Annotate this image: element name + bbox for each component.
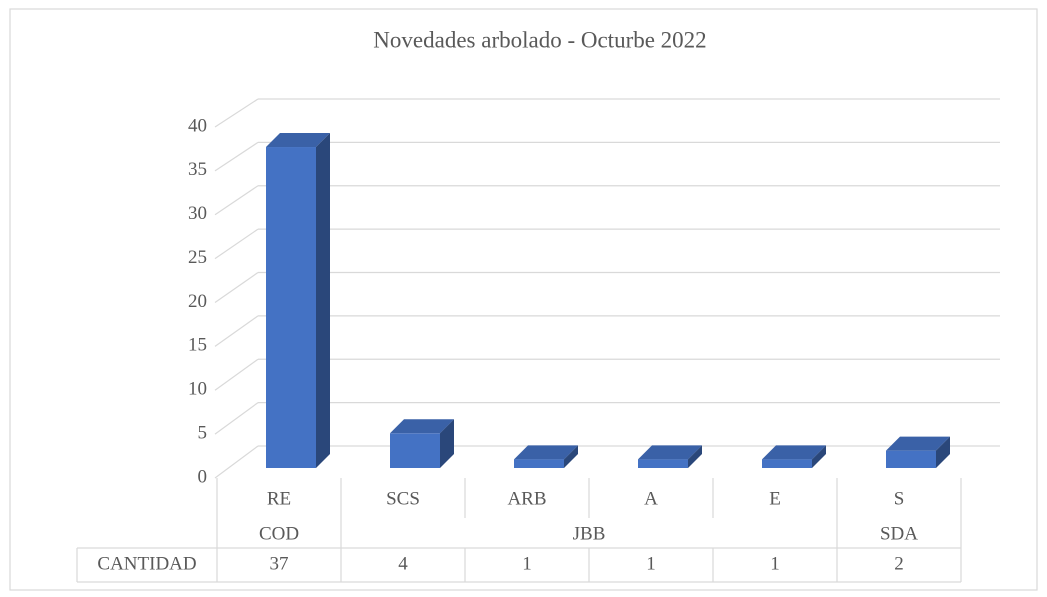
bar-side	[440, 419, 454, 468]
bar-front	[638, 459, 688, 468]
x-tick-label: E	[769, 488, 781, 509]
x-tick-label: SCS	[386, 488, 420, 509]
bar-side	[812, 445, 826, 468]
y-tick-label: 15	[188, 335, 207, 356]
bar-front	[266, 147, 316, 468]
grid-line-side	[214, 272, 259, 303]
y-tick-label: 10	[188, 379, 207, 400]
y-tick-label: 5	[198, 422, 208, 443]
bar-top	[762, 445, 826, 460]
grid-line-side	[214, 228, 259, 260]
chart-frame	[9, 8, 1038, 591]
bar-front	[390, 433, 440, 468]
bar-front	[762, 459, 812, 468]
grid-line-side	[214, 358, 259, 391]
bar-top	[514, 445, 578, 460]
x-tick-label: S	[894, 488, 905, 509]
group-label: COD	[259, 523, 299, 544]
bar-top	[886, 436, 950, 451]
grid-line-side	[214, 402, 259, 435]
bar-front	[514, 459, 564, 468]
y-tick-label: 30	[188, 203, 207, 224]
bar-top	[638, 445, 702, 460]
grid-line-side	[214, 445, 259, 479]
bar-top	[390, 419, 454, 434]
table-value: 1	[646, 553, 656, 574]
y-tick-label: 0	[198, 466, 208, 487]
bar-front	[886, 450, 936, 468]
bar-top	[266, 133, 330, 148]
x-tick-label: RE	[267, 488, 291, 509]
table-value: 2	[894, 553, 904, 574]
bar-side	[688, 445, 702, 468]
y-tick-label: 20	[188, 291, 207, 312]
y-tick-label: 35	[188, 159, 207, 180]
table-value: 37	[270, 553, 289, 574]
group-label: JBB	[573, 523, 606, 544]
group-label: SDA	[880, 523, 918, 544]
grid-line-side	[214, 98, 259, 128]
x-tick-label: ARB	[507, 488, 546, 509]
grid-line-side	[214, 185, 259, 216]
table-value: 1	[770, 553, 780, 574]
y-tick-label: 40	[188, 115, 207, 136]
grid-line-side	[214, 315, 259, 347]
bar-side	[936, 436, 950, 468]
bar-side	[564, 445, 578, 468]
y-tick-label: 25	[188, 247, 207, 268]
bar-side	[316, 133, 330, 468]
x-tick-label: A	[644, 488, 658, 509]
grid-line-side	[214, 141, 259, 172]
table-value: 1	[522, 553, 532, 574]
table-value: 4	[398, 553, 408, 574]
chart-title: Novedades arbolado - Octurbe 2022	[373, 27, 706, 52]
legend-label: CANTIDAD	[97, 553, 196, 574]
